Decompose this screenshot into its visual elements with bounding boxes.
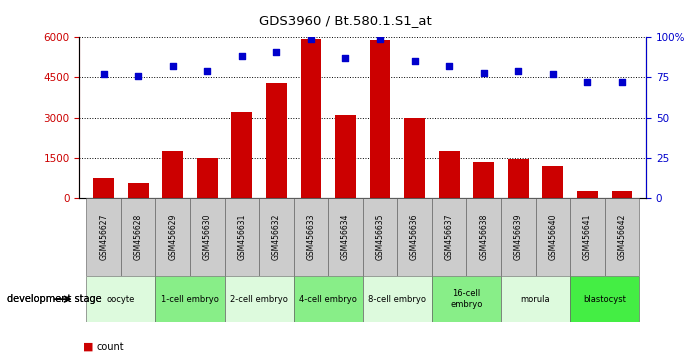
Bar	[501, 198, 536, 276]
Point	[236, 54, 247, 59]
Bar	[370, 40, 390, 198]
Bar	[363, 198, 397, 276]
Bar	[363, 276, 432, 322]
Text: GSM456638: GSM456638	[479, 214, 489, 261]
Bar	[570, 198, 605, 276]
Text: ■: ■	[83, 342, 93, 352]
Text: GSM456627: GSM456627	[99, 214, 108, 261]
Bar	[577, 191, 598, 198]
Bar	[432, 276, 501, 322]
Text: GSM456631: GSM456631	[237, 214, 247, 261]
Text: 4-cell embryo: 4-cell embryo	[299, 295, 357, 304]
Bar	[612, 191, 632, 198]
Bar	[155, 276, 225, 322]
Bar	[86, 276, 155, 322]
Bar	[86, 198, 121, 276]
Text: GSM456632: GSM456632	[272, 214, 281, 261]
Bar	[301, 39, 321, 198]
Bar	[432, 198, 466, 276]
Text: GSM456639: GSM456639	[513, 214, 523, 261]
Bar	[155, 198, 190, 276]
Text: 2-cell embryo: 2-cell embryo	[230, 295, 288, 304]
Bar	[225, 276, 294, 322]
Bar	[259, 198, 294, 276]
Text: GDS3960 / Bt.580.1.S1_at: GDS3960 / Bt.580.1.S1_at	[259, 14, 432, 27]
Bar	[294, 198, 328, 276]
Bar	[466, 198, 501, 276]
Text: GSM456633: GSM456633	[306, 214, 316, 261]
Text: GSM456628: GSM456628	[133, 214, 143, 260]
Text: GSM456640: GSM456640	[548, 214, 558, 261]
Point	[444, 63, 455, 69]
Bar	[93, 178, 114, 198]
Point	[305, 36, 316, 42]
Point	[202, 68, 213, 74]
Text: GSM456629: GSM456629	[168, 214, 178, 261]
Bar	[328, 198, 363, 276]
Bar	[542, 166, 563, 198]
Bar	[508, 159, 529, 198]
Text: oocyte: oocyte	[106, 295, 135, 304]
Text: GSM456636: GSM456636	[410, 214, 419, 261]
Text: 1-cell embryo: 1-cell embryo	[161, 295, 219, 304]
Text: 8-cell embryo: 8-cell embryo	[368, 295, 426, 304]
Point	[547, 72, 558, 77]
Bar	[225, 198, 259, 276]
Point	[409, 58, 420, 64]
Text: GSM456637: GSM456637	[444, 214, 454, 261]
Text: morula: morula	[521, 295, 550, 304]
Point	[513, 68, 524, 74]
Text: development stage: development stage	[7, 294, 102, 304]
Bar	[536, 198, 570, 276]
Point	[98, 72, 109, 77]
Bar	[605, 198, 639, 276]
Point	[616, 79, 627, 85]
Text: GSM456634: GSM456634	[341, 214, 350, 261]
Bar	[335, 115, 356, 198]
Point	[167, 63, 178, 69]
Text: blastocyst: blastocyst	[583, 295, 626, 304]
Bar	[162, 151, 183, 198]
Point	[271, 49, 282, 55]
Point	[340, 55, 351, 61]
Bar	[121, 198, 155, 276]
Point	[582, 79, 593, 85]
Bar	[294, 276, 363, 322]
Point	[478, 70, 489, 75]
Bar	[128, 183, 149, 198]
Bar	[266, 83, 287, 198]
Bar	[570, 276, 639, 322]
Bar	[404, 118, 425, 198]
Text: GSM456630: GSM456630	[202, 214, 212, 261]
Bar	[197, 158, 218, 198]
Bar	[501, 276, 570, 322]
Bar	[397, 198, 432, 276]
Bar	[439, 151, 460, 198]
Point	[133, 73, 144, 79]
Point	[375, 36, 386, 42]
Bar	[473, 162, 494, 198]
Text: development stage: development stage	[7, 294, 104, 304]
Text: GSM456635: GSM456635	[375, 214, 385, 261]
Text: GSM456641: GSM456641	[583, 214, 592, 261]
Bar	[231, 112, 252, 198]
Text: count: count	[97, 342, 124, 352]
Text: 16-cell
embryo: 16-cell embryo	[451, 290, 482, 309]
Text: GSM456642: GSM456642	[617, 214, 627, 261]
Bar	[190, 198, 225, 276]
